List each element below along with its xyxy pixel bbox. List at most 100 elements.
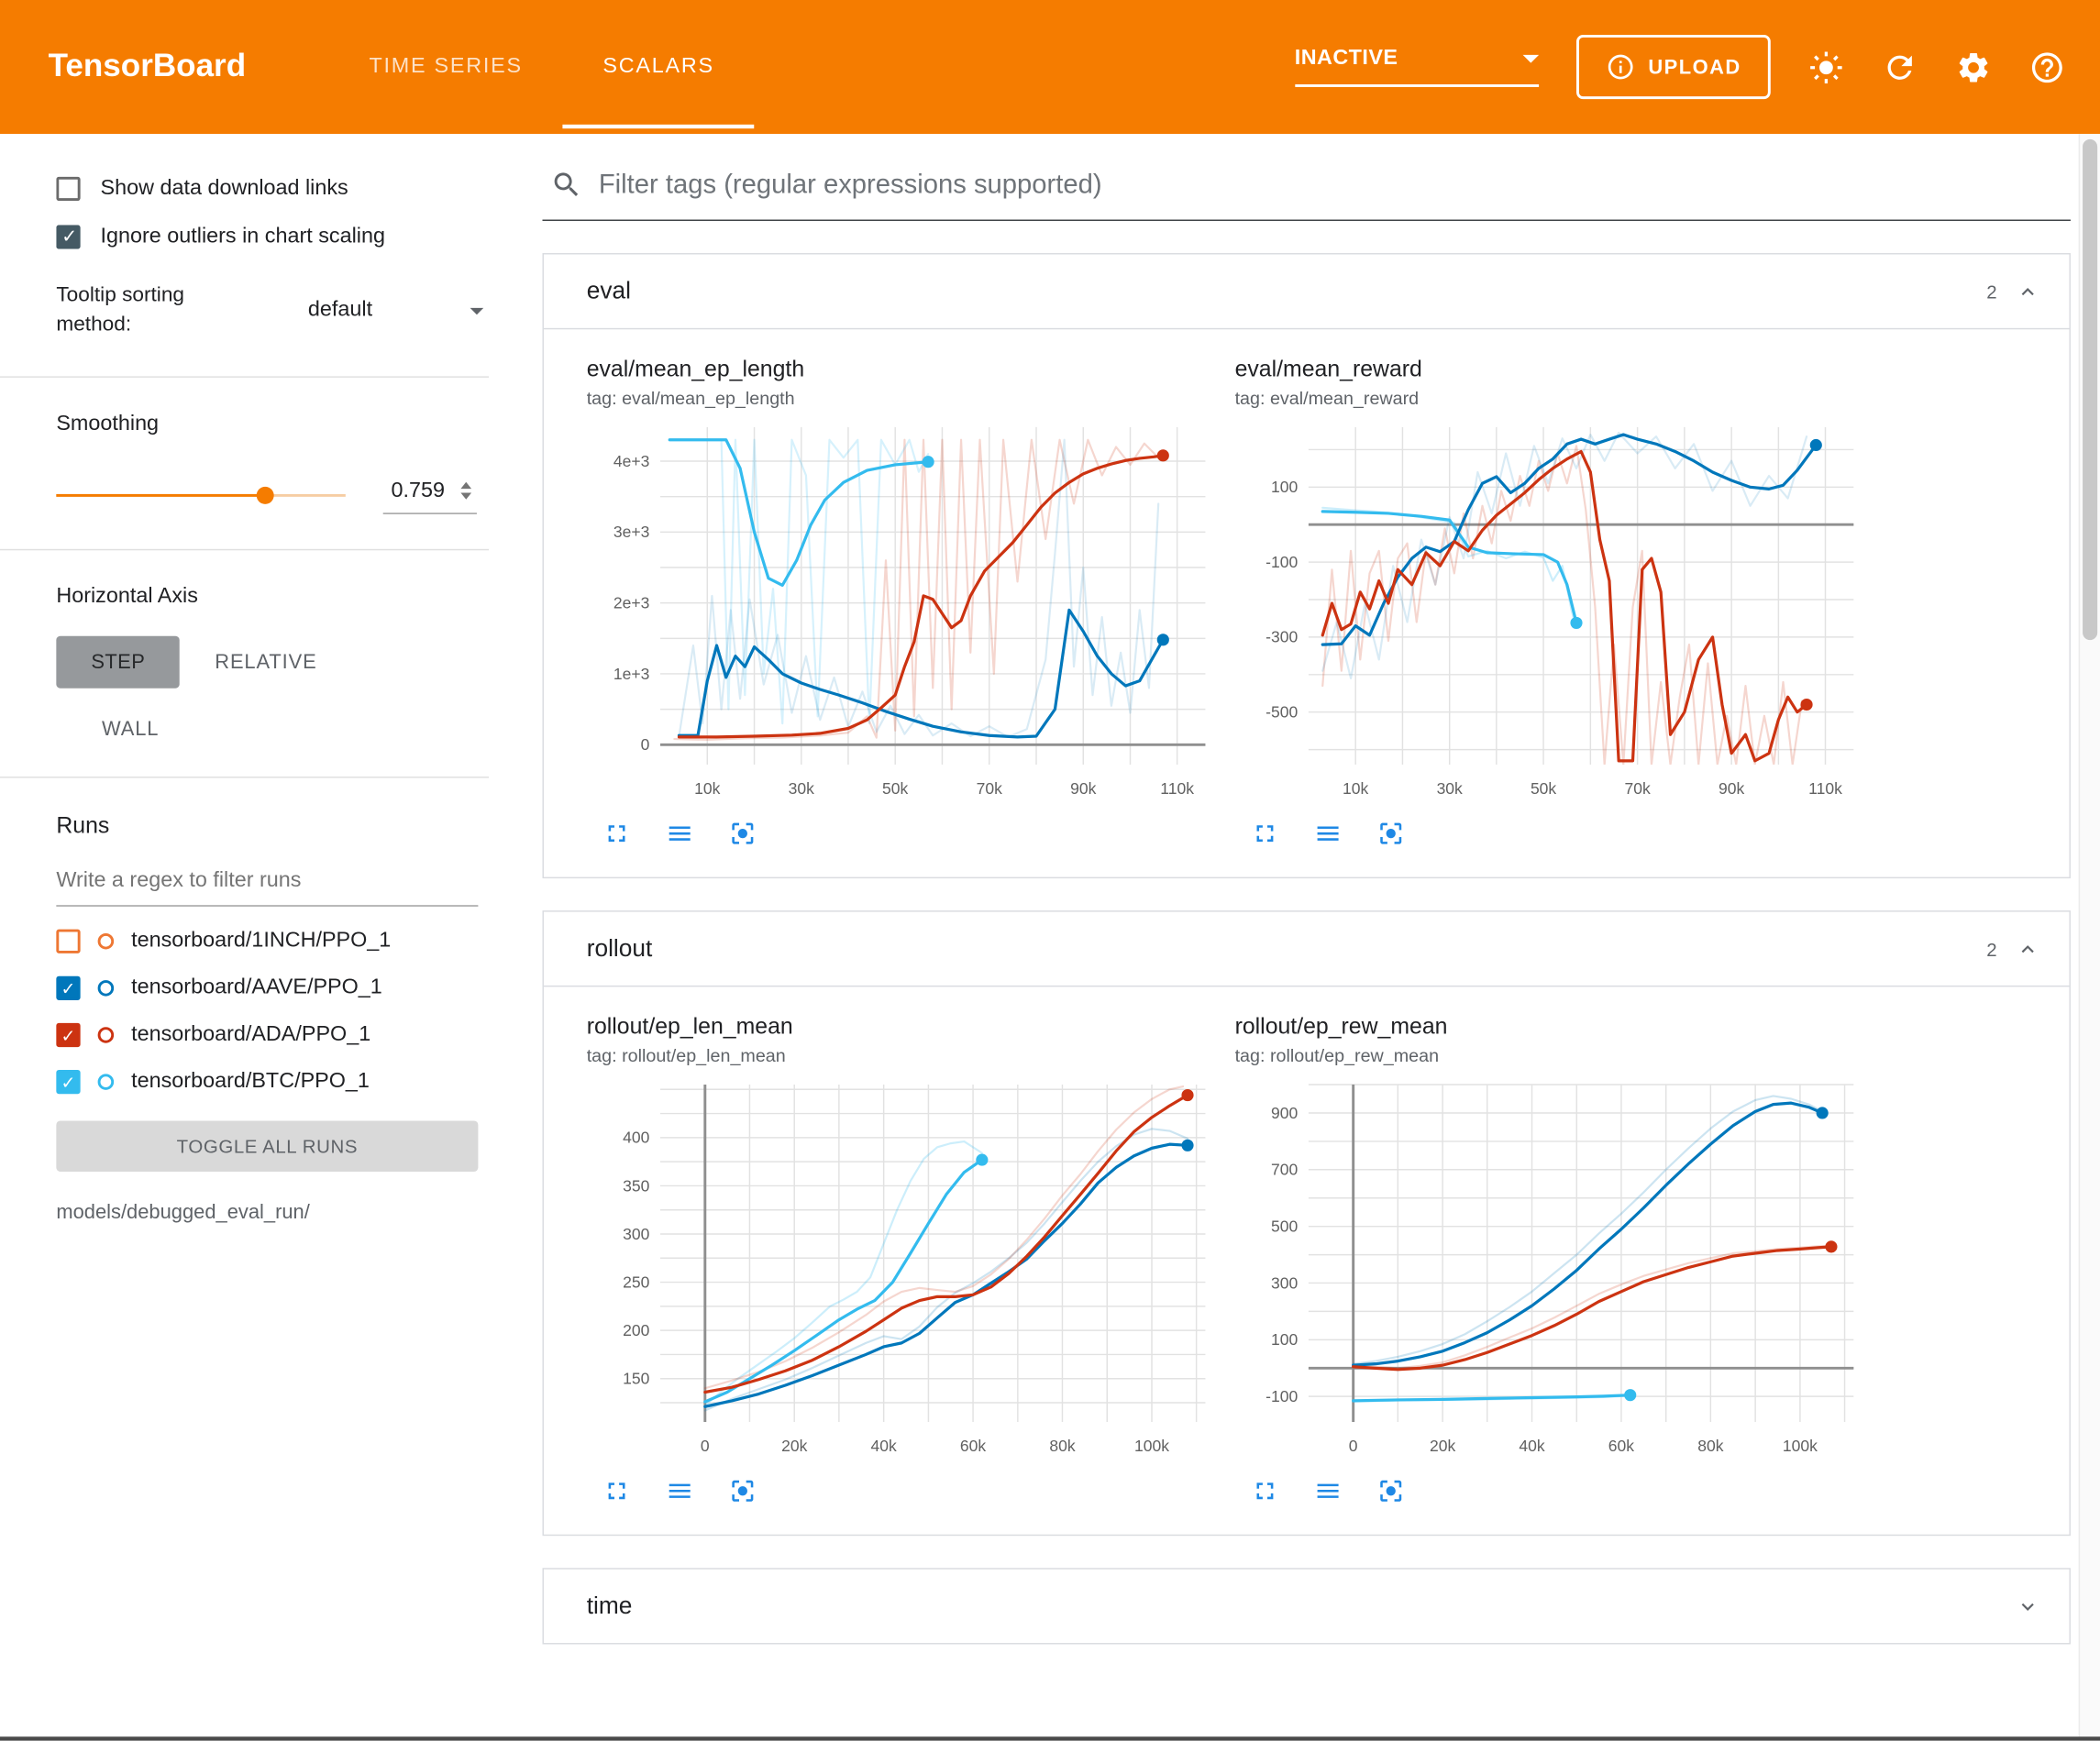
runs-menu-icon[interactable] [666, 1477, 694, 1505]
settings-gear-icon[interactable] [1955, 49, 1991, 84]
runs-filter [56, 868, 479, 907]
svg-text:350: 350 [623, 1176, 649, 1195]
tooltip-sorting-row: Tooltip sorting method: default [56, 281, 489, 342]
svg-text:2e+3: 2e+3 [613, 594, 649, 612]
chart-panel-rollout-ep-len-mean: rollout/ep_len_mean tag: rollout/ep_len_m… [587, 1014, 1216, 1505]
expand-chart-icon[interactable] [602, 820, 631, 848]
svg-text:90k: 90k [1070, 779, 1096, 798]
run-checkbox[interactable]: ✓ [56, 975, 81, 1000]
svg-text:700: 700 [1271, 1161, 1298, 1179]
tag-filter [542, 152, 2071, 221]
divider [0, 376, 490, 378]
logdir-path: models/debugged_eval_run/ [56, 1200, 310, 1224]
run-checkbox[interactable] [56, 929, 81, 953]
run-checkbox[interactable]: ✓ [56, 1069, 81, 1095]
show-download-links-checkbox[interactable] [56, 176, 81, 202]
smoothing-slider[interactable] [56, 486, 346, 504]
fit-domain-icon[interactable] [1376, 820, 1405, 848]
checkbox-label: Ignore outliers in chart scaling [100, 225, 385, 248]
app-header: TensorBoard TIME SERIES SCALARS INACTIVE… [0, 0, 2100, 135]
card-body-eval: eval/mean_ep_length tag: eval/mean_ep_len… [543, 327, 2070, 877]
spin-up-icon[interactable] [460, 482, 472, 490]
run-label: tensorboard/ADA/PPO_1 [131, 1022, 371, 1046]
svg-text:100: 100 [1271, 1330, 1298, 1349]
chevron-down-icon [470, 307, 484, 315]
spin-down-icon[interactable] [460, 493, 472, 501]
slider-fill [56, 493, 265, 497]
collapse-section-icon[interactable] [2016, 937, 2039, 961]
smoothing-value-input[interactable]: 0.759 [382, 477, 477, 514]
run-item[interactable]: ✓ tensorboard/AAVE/PPO_1 [56, 975, 489, 1000]
svg-text:20k: 20k [781, 1437, 807, 1455]
tab-time-series[interactable]: TIME SERIES [369, 54, 523, 78]
svg-text:50k: 50k [1531, 779, 1556, 798]
chart-plot[interactable]: 0 20k 40k 60k 80k 100k -100 100 300 500 700 900 [1235, 1071, 1864, 1466]
settings-sidebar: Show data download links Ignore outliers… [0, 134, 523, 1741]
smoothing-label: Smoothing [56, 412, 160, 435]
show-download-links-option[interactable]: Show data download links [56, 176, 489, 202]
chart-plot[interactable]: 10k 30k 50k 70k 90k 110k 0 1e+3 2e+3 3e+3 4e+3 [587, 413, 1216, 809]
svg-text:40k: 40k [871, 1437, 897, 1455]
collapse-section-icon[interactable] [2016, 280, 2039, 303]
upload-button[interactable]: UPLOAD [1575, 34, 1771, 100]
runs-menu-icon[interactable] [666, 820, 694, 848]
slider-handle[interactable] [255, 486, 273, 504]
expand-section-icon[interactable] [2016, 1594, 2039, 1618]
axis-wall-button[interactable]: WALL [101, 717, 160, 741]
fit-domain-icon[interactable] [729, 820, 757, 848]
chart-title: eval/mean_ep_length [586, 356, 805, 382]
run-item[interactable]: ✓ tensorboard/ADA/PPO_1 [56, 1022, 489, 1048]
svg-text:900: 900 [1271, 1104, 1298, 1122]
axis-step-button[interactable]: STEP [56, 635, 181, 689]
fit-domain-icon[interactable] [1376, 1477, 1405, 1505]
expand-chart-icon[interactable] [602, 1477, 631, 1505]
scrollbar-thumb[interactable] [2083, 138, 2098, 641]
tooltip-sorting-dropdown[interactable]: default [308, 299, 489, 323]
data-status-dropdown[interactable]: INACTIVE [1294, 47, 1539, 87]
run-checkbox[interactable]: ✓ [56, 1022, 81, 1048]
svg-text:90k: 90k [1719, 779, 1744, 798]
svg-text:10k: 10k [694, 779, 720, 798]
section-header-time[interactable]: time [544, 1570, 2070, 1643]
svg-text:1e+3: 1e+3 [613, 665, 649, 683]
info-icon [1606, 52, 1635, 82]
ignore-outliers-checkbox[interactable] [56, 225, 81, 249]
tab-scalars[interactable]: SCALARS [562, 0, 755, 134]
chart-panel-eval-mean-reward: eval/mean_reward tag: eval/mean_reward 10k… [1235, 356, 1864, 847]
ignore-outliers-option[interactable]: Ignore outliers in chart scaling [56, 225, 489, 249]
section-header-eval[interactable]: eval 2 [544, 254, 2070, 327]
runs-menu-icon[interactable] [1314, 820, 1343, 848]
run-item[interactable]: tensorboard/1INCH/PPO_1 [56, 929, 489, 953]
run-item[interactable]: ✓ tensorboard/BTC/PPO_1 [56, 1069, 489, 1095]
expand-chart-icon[interactable] [1251, 820, 1279, 848]
svg-text:0: 0 [1349, 1437, 1358, 1455]
svg-text:80k: 80k [1697, 1437, 1723, 1455]
number-spinner[interactable] [460, 482, 472, 501]
fit-domain-icon[interactable] [729, 1477, 757, 1505]
chart-toolbar [1251, 1477, 1864, 1505]
svg-text:80k: 80k [1049, 1437, 1075, 1455]
svg-text:150: 150 [623, 1370, 649, 1388]
svg-text:30k: 30k [789, 779, 814, 798]
section-header-rollout[interactable]: rollout 2 [544, 912, 2070, 986]
help-icon[interactable] [2029, 49, 2065, 84]
tag-filter-input[interactable] [598, 169, 2069, 201]
run-color-circle [97, 932, 115, 950]
refresh-icon[interactable] [1882, 49, 1918, 84]
vertical-scrollbar[interactable] [2078, 134, 2100, 1737]
axis-relative-button[interactable]: RELATIVE [215, 650, 317, 674]
expand-chart-icon[interactable] [1251, 1477, 1279, 1505]
runs-menu-icon[interactable] [1314, 1477, 1343, 1505]
data-status-value: INACTIVE [1294, 47, 1398, 70]
run-label: tensorboard/1INCH/PPO_1 [131, 929, 392, 953]
runs-filter-input[interactable] [56, 868, 479, 894]
chart-plot[interactable]: 0 20k 40k 60k 80k 100k 150 200 250 300 350 400 [587, 1071, 1216, 1466]
svg-text:3e+3: 3e+3 [613, 523, 649, 541]
chart-plot[interactable]: 10k 30k 50k 70k 90k 110k -500 -300 -100 100 [1235, 413, 1864, 809]
chevron-down-icon [1522, 54, 1539, 63]
toggle-all-runs-button[interactable]: TOGGLE ALL RUNS [56, 1120, 479, 1172]
svg-text:-500: -500 [1266, 703, 1298, 722]
svg-text:100k: 100k [1783, 1437, 1818, 1455]
theme-brightness-icon[interactable] [1808, 49, 1844, 84]
